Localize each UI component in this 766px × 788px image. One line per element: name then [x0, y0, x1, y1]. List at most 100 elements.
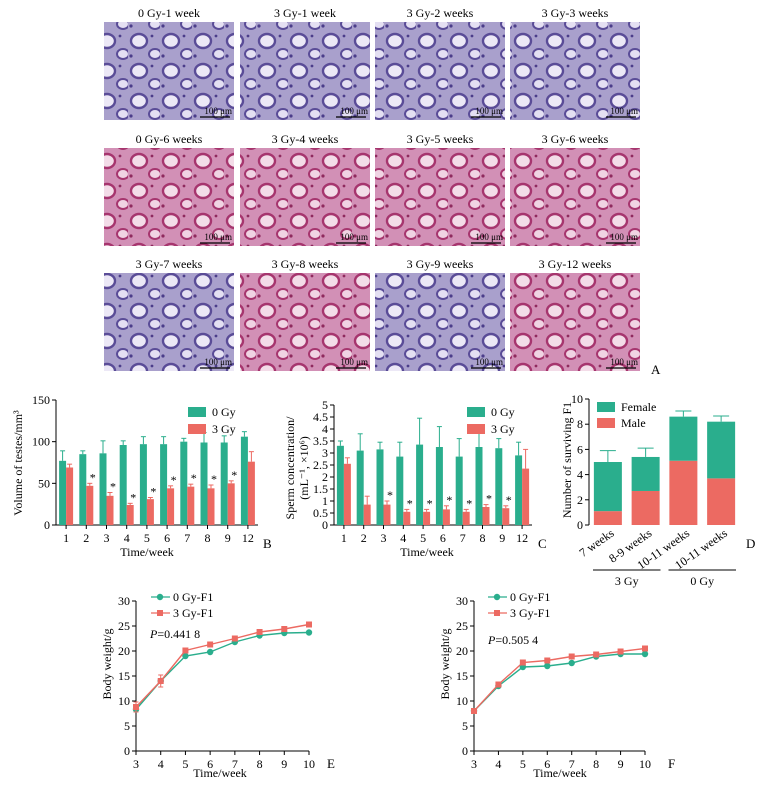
y-tick-label: 2.5 — [313, 458, 328, 472]
bar-female — [669, 416, 698, 461]
bar-0-gy — [99, 453, 107, 525]
significance-mark: * — [407, 496, 413, 510]
scale-bar-label: 100 μm — [475, 106, 503, 116]
data-point-3-gy-f1 — [182, 647, 189, 654]
significance-mark: * — [387, 488, 393, 502]
x-tick-label: 7 — [184, 531, 190, 545]
micrograph-title: 3 Gy-7 weeks — [136, 257, 203, 271]
panel-a-micrographs: 0 Gy-1 week 100 μm 3 Gy-1 week 100 μm 3 Gy-2… — [104, 6, 640, 371]
bar-0-gy — [79, 454, 87, 525]
y-tick-label: 2 — [322, 470, 328, 484]
legend-marker-3gy-f1 — [157, 610, 163, 616]
y-tick-label: 1 — [322, 494, 328, 508]
x-tick-label: 6 — [207, 757, 213, 771]
panel-e-legend: 0 Gy-F1 3 Gy-F1 — [151, 590, 213, 620]
legend-label-female: Female — [621, 400, 656, 414]
legend-label-0gy-f1: 0 Gy-F1 — [173, 590, 213, 604]
panel-c-chart: 00.511.522.533.544.551 2 3 4 5 6 7 8 9 12 ** * * * * *… — [283, 398, 547, 559]
significance-mark: * — [171, 473, 177, 487]
bar-3-gy — [522, 468, 530, 525]
x-tick-label: 4 — [400, 531, 406, 545]
y-tick-label: 15 — [118, 669, 130, 683]
micrograph-title: 0 Gy-1 week — [138, 6, 200, 20]
bar-0-gy — [416, 444, 424, 525]
legend-label-0gy-f1: 0 Gy-F1 — [510, 590, 550, 604]
data-point-3-gy-f1 — [281, 626, 288, 632]
data-point-0-gy-f1 — [568, 659, 575, 667]
y-tick-label: 20 — [118, 644, 130, 658]
micrograph-image — [510, 273, 640, 371]
legend-swatch-0gy — [188, 407, 206, 417]
data-point-3-gy-f1 — [471, 708, 477, 714]
data-point-0-gy-f1 — [182, 652, 189, 660]
bar-female — [593, 462, 622, 512]
panel-c-xlabel: Time/week — [400, 545, 454, 559]
micrograph-title: 3 Gy-4 weeks — [272, 132, 339, 146]
legend-label-3gy: 3 Gy — [491, 422, 515, 436]
significance-mark: * — [506, 493, 512, 507]
scale-bar-label: 100 μm — [610, 106, 638, 116]
y-tick-label: 10 — [571, 392, 583, 406]
significance-mark: * — [191, 471, 197, 485]
bar-3-gy — [187, 486, 195, 525]
data-point-0-gy-f1 — [544, 662, 551, 670]
panel-f-legend: 0 Gy-F1 3 Gy-F1 — [488, 590, 550, 620]
bar-0-gy — [200, 442, 208, 525]
group-label: 3 Gy — [615, 574, 639, 588]
bar-3-gy — [462, 511, 470, 525]
micrograph-image — [240, 148, 370, 246]
y-tick-label: 30 — [456, 594, 468, 608]
x-tick-label: 10 — [639, 757, 651, 771]
legend-label-3gy-f1: 3 Gy-F1 — [173, 606, 213, 620]
x-tick-label: 4 — [124, 531, 130, 545]
bar-3-gy — [167, 488, 175, 525]
x-tick-label: 8 — [593, 757, 599, 771]
micrograph-image — [375, 273, 505, 371]
legend-label-male: Male — [621, 416, 646, 430]
series-line-0-gy-f1 — [135, 631, 310, 710]
panel-c-ylabel-line1: Sperm concentration/ — [283, 416, 297, 520]
y-tick-label: 5 — [124, 719, 130, 733]
x-tick-label: 3 — [471, 757, 477, 771]
micrograph-image — [240, 273, 370, 371]
y-tick-label: 4.5 — [313, 410, 328, 424]
micrograph-title: 3 Gy-3 weeks — [542, 6, 609, 20]
group-label: 0 Gy — [690, 574, 714, 588]
bar-3-gy — [363, 504, 371, 525]
legend-marker-3gy-f1 — [494, 610, 500, 616]
data-point-0-gy-f1 — [305, 629, 313, 636]
series-line-0-gy-f1 — [473, 653, 645, 712]
legend-label-0gy: 0 Gy — [212, 405, 236, 419]
data-point-3-gy-f1 — [519, 659, 526, 666]
data-point-3-gy-f1 — [231, 635, 238, 642]
bar-3-gy — [383, 504, 391, 525]
x-tick-label: 3 — [133, 757, 139, 771]
y-tick-label: 50 — [38, 476, 50, 490]
x-tick-label: 9 — [499, 531, 505, 545]
legend-label-3gy: 3 Gy — [212, 422, 236, 436]
micrograph-image — [375, 22, 505, 120]
bar-0-gy — [59, 460, 67, 525]
bar-0-gy — [240, 436, 248, 525]
bar-3-gy — [502, 508, 510, 525]
x-tick-label: 2 — [361, 531, 367, 545]
legend-swatch-3gy — [188, 424, 206, 434]
bar-male — [631, 490, 660, 525]
data-point-3-gy-f1 — [306, 621, 312, 628]
x-tick-label: 3 — [381, 531, 387, 545]
micrograph-image — [104, 22, 234, 120]
x-tick-label: 1 — [341, 531, 347, 545]
y-tick-label: 1.5 — [313, 482, 328, 496]
data-point-3-gy-f1 — [256, 629, 263, 635]
bar-0-gy — [119, 445, 127, 525]
bar-3-gy — [423, 511, 431, 525]
micrograph-title: 3 Gy-6 weeks — [542, 132, 609, 146]
micrograph-title: 3 Gy-2 weeks — [407, 6, 474, 20]
y-tick-label: 25 — [456, 619, 468, 633]
micrograph-title: 3 Gy-9 weeks — [407, 257, 474, 271]
y-tick-label: 0 — [322, 518, 328, 532]
panel-c-bars: * * * * * * * — [336, 417, 530, 525]
bar-female — [631, 456, 660, 491]
